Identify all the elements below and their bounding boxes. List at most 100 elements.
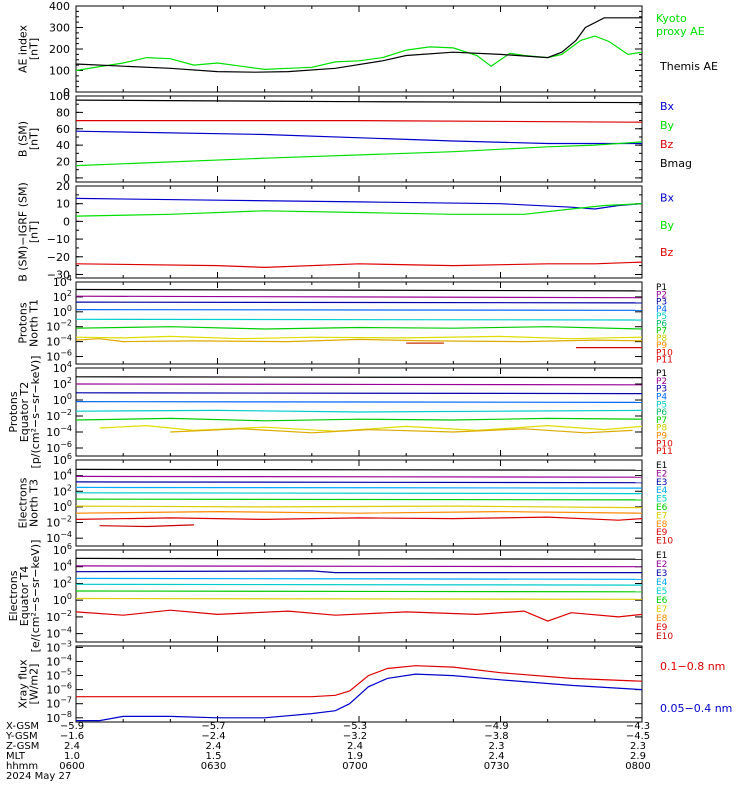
legend-entry: E9 [656, 528, 668, 538]
legend-entry: P8 [656, 334, 667, 344]
legend-entry: Bmag [660, 157, 692, 170]
ephem-row-label: X-GSM [6, 721, 39, 732]
legend-entry: Kyoto [656, 12, 687, 25]
series-line-7 [76, 505, 642, 509]
legend-entry: E5 [656, 587, 667, 597]
legend-entry: By [660, 119, 675, 132]
legend-entry: E5 [656, 495, 667, 505]
legend-entry: E10 [656, 537, 673, 547]
series-line-3 [76, 301, 642, 304]
legend-entry: Bz [660, 246, 674, 259]
y-tick-label: 100 [49, 65, 70, 78]
legend-entry: E2 [656, 469, 667, 479]
y-tick-exponent: 2 [67, 289, 72, 298]
y-tick-exponent: 4 [67, 559, 72, 568]
legend-entry: P11 [656, 356, 673, 366]
series-line-2 [76, 383, 642, 386]
y-tick-label: 0 [63, 172, 70, 185]
y-tick-label: 0 [63, 86, 70, 99]
legend-entry: proxy AE [656, 25, 705, 38]
series-line-1 [76, 35, 642, 72]
y-tick-exponent: −4 [60, 626, 72, 635]
y-tick-label: 104 [53, 360, 72, 375]
legend-entry: P5 [656, 312, 667, 322]
y-tick-label: 100 [53, 592, 72, 607]
y-tick-label: 104 [53, 559, 72, 574]
legend-entry: P7 [656, 327, 667, 337]
y-tick-exponent: 0 [67, 392, 72, 401]
y-tick-label: −20 [47, 251, 70, 264]
series-line-2 [76, 120, 642, 123]
panel-frame [75, 95, 643, 183]
series-line-2 [76, 565, 642, 568]
y-tick-exponent: −2 [60, 319, 72, 328]
y-axis-label: [p/(cm²−s−sr−keV)] [29, 356, 42, 469]
legend-entry: P3 [656, 385, 667, 395]
y-axis-label: Electrons [17, 477, 30, 528]
y-tick-label: 106 [53, 452, 72, 467]
series-line-10 [99, 524, 194, 528]
ephem-value: −1.6 [60, 731, 84, 742]
y-tick-label: 10−4 [46, 334, 72, 349]
ephem-row-label: MLT [6, 751, 26, 762]
legend-entry: E7 [656, 605, 667, 615]
legend-entry: E6 [656, 503, 668, 513]
y-tick-exponent: −6 [60, 349, 72, 358]
legend-entry: E2 [656, 560, 667, 570]
ephem-row-label: Y-GSM [5, 731, 38, 742]
series-line-7 [76, 597, 642, 600]
y-axis-label: Electrons [7, 570, 20, 621]
legend-entry: E3 [656, 569, 667, 579]
series-line-4 [76, 486, 642, 489]
series-line-6 [76, 326, 642, 330]
series-line-8 [170, 428, 633, 434]
y-tick-exponent: −5 [60, 668, 72, 677]
ephem-value: −4.3 [626, 721, 650, 732]
legend-entry: Bz [660, 138, 674, 151]
series-line-3 [76, 570, 642, 574]
y-tick-label: 10−2 [46, 408, 72, 423]
series-line-4 [76, 577, 642, 580]
y-tick-label: 10−4 [46, 424, 72, 439]
ephem-value: −5.3 [343, 721, 367, 732]
series-line-4 [76, 401, 642, 403]
ephem-value: 0630 [201, 761, 226, 772]
series-line-1 [76, 376, 642, 379]
y-axis-label: AE index [17, 24, 30, 73]
y-tick-exponent: −2 [60, 408, 72, 417]
series-line-3 [76, 130, 642, 145]
legend-entry: P9 [656, 432, 667, 442]
series-line-8 [76, 510, 642, 514]
legend-entry: P10 [656, 439, 673, 449]
ephem-value: 2.4 [206, 741, 222, 752]
y-tick-label: −30 [47, 268, 70, 281]
series-line-7 [99, 424, 642, 432]
legend-entry: By [660, 219, 675, 232]
legend-entry: P11 [656, 447, 673, 457]
y-tick-exponent: −3 [60, 639, 72, 648]
legend-entry: E8 [656, 520, 668, 530]
y-axis-label: Protons [17, 302, 30, 343]
legend-entry: P2 [656, 377, 667, 387]
y-tick-exponent: −4 [60, 424, 72, 433]
legend-entry: P9 [656, 341, 667, 351]
legend-entry: E1 [656, 461, 667, 471]
legend-entry: Themis AE [659, 60, 718, 73]
y-tick-exponent: −4 [60, 653, 72, 662]
legend-entry: P7 [656, 416, 667, 426]
series-line-5 [76, 409, 642, 413]
series-line-1 [76, 99, 642, 104]
legend-entry: P5 [656, 400, 667, 410]
panel-bsm: 0 20 40 60 80 100 B (SM)[nT] Bx By Bz Bmag [17, 90, 693, 185]
y-tick-label: 100 [53, 499, 72, 514]
y-axis-label: [nT] [28, 221, 41, 243]
legend-entry: E1 [656, 551, 667, 561]
ephem-value: 2.4 [489, 751, 505, 762]
y-axis-label: [nT] [28, 38, 41, 60]
panel-frame [75, 281, 643, 365]
ephem-value: −4.9 [484, 721, 508, 732]
y-tick-label: 80 [56, 106, 70, 119]
